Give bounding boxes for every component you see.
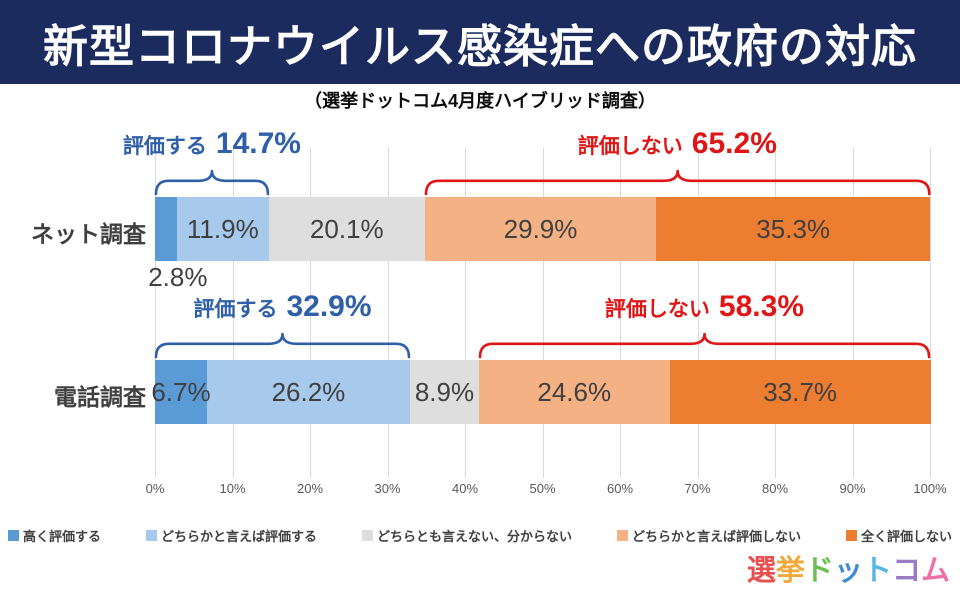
x-axis-tick-label: 60%	[606, 481, 634, 496]
legend-label: どちらとも言えない、分からない	[376, 529, 572, 544]
annotation-label: 評価する	[122, 135, 207, 158]
legend-label: 高く評価する	[23, 529, 102, 544]
gridline	[232, 148, 234, 478]
x-axis-tick-label: 80%	[761, 481, 789, 496]
bar-row: 11.9% 20.1% 29.9% 35.3%	[155, 197, 930, 261]
bar-segment: 8.9%	[409, 360, 479, 424]
chart-legend: 高く評価する どちらかと言えば評価する どちらとも言えない、分からない どちらかと言え…	[0, 526, 960, 545]
gridline	[930, 148, 931, 478]
bar-segment: 11.9%	[176, 197, 269, 261]
logo-letter: 選	[746, 555, 776, 587]
x-axis-tick-label: 20%	[296, 481, 324, 496]
gridline	[542, 148, 544, 478]
brace-blue	[154, 169, 270, 196]
gridline	[387, 148, 389, 478]
brace-red	[424, 169, 931, 196]
bar-segment: 6.7%	[151, 360, 211, 424]
x-axis-tick-label: 0%	[145, 481, 165, 496]
annotation-value: 14.7%	[215, 127, 301, 160]
legend-label: どちらかと言えば評価しない	[631, 529, 801, 544]
brace-blue	[154, 332, 411, 359]
legend-item: 全く評価しない	[845, 526, 952, 545]
data-label: 24.6%	[537, 376, 612, 407]
bar-segment: 33.7%	[669, 360, 931, 424]
logo-letter: 挙	[775, 555, 805, 587]
data-label: 8.9%	[414, 376, 475, 407]
x-axis-tick-label: 100%	[913, 481, 947, 496]
bar-segment: 20.1%	[268, 197, 425, 261]
legend-swatch-icon	[145, 530, 157, 541]
annotation-label: 評価しない	[604, 298, 710, 321]
data-label: 33.7%	[763, 376, 838, 407]
data-label-outside: 2.8%	[148, 262, 208, 292]
gridline	[310, 148, 311, 478]
annotation-label: 評価しない	[577, 135, 683, 158]
gridline	[155, 148, 156, 478]
data-label: 29.9%	[503, 213, 578, 244]
gridline	[775, 148, 776, 478]
logo-letter: ッ	[833, 555, 863, 587]
data-label: 6.7%	[151, 376, 211, 407]
x-axis-tick-label: 40%	[451, 481, 479, 496]
x-axis-tick-label: 90%	[839, 481, 866, 496]
logo-letter: コ	[891, 555, 921, 587]
legend-swatch-icon	[616, 530, 628, 541]
annotation-value: 58.3%	[718, 290, 805, 323]
category-label: 電話調査	[54, 384, 146, 410]
legend-swatch-icon	[845, 530, 857, 541]
x-axis-tick-label: 10%	[219, 481, 246, 496]
annotation-disapprove: 評価しない 58.3%	[605, 290, 804, 324]
annotation-approve: 評価する 14.7%	[123, 127, 301, 161]
chart-subtitle: （選挙ドットコム4月度ハイブリッド調査）	[304, 91, 656, 111]
legend-item: どちらかと言えば評価しない	[616, 526, 801, 545]
logo-letter: ド	[804, 555, 834, 587]
gridline	[465, 148, 466, 478]
bar-segment	[155, 197, 177, 261]
legend-label: どちらかと言えば評価する	[160, 529, 317, 544]
gridline	[852, 148, 854, 478]
bar-segment: 24.6%	[478, 360, 670, 424]
legend-item: 高く評価する	[8, 526, 101, 545]
data-label: 26.2%	[271, 376, 346, 407]
legend-item: どちらとも言えない、分からない	[361, 526, 572, 545]
x-axis-tick-label: 50%	[529, 481, 556, 496]
page-title: 新型コロナウイルス感染症への政府の対応	[42, 20, 917, 72]
x-axis-tick-label: 70%	[684, 481, 711, 496]
legend-item: どちらかと言えば評価する	[145, 526, 317, 545]
category-label: ネット調査	[31, 221, 146, 247]
data-label: 11.9%	[186, 213, 259, 244]
gridline	[697, 148, 699, 478]
senkyo-dotcom-logo: 選挙ドットコム	[747, 547, 950, 589]
annotation-value: 65.2%	[691, 127, 777, 160]
bar-segment: 26.2%	[206, 360, 410, 424]
annotation-value: 32.9%	[286, 290, 372, 323]
logo-letter: ム	[920, 555, 950, 587]
legend-label: 全く評価しない	[860, 529, 952, 544]
bar-segment: 35.3%	[656, 197, 930, 261]
title-bar: 新型コロナウイルス感染症への政府の対応	[0, 0, 960, 84]
gridline	[620, 148, 621, 478]
legend-swatch-icon	[361, 530, 373, 541]
annotation-disapprove: 評価しない 65.2%	[578, 127, 777, 161]
data-label: 35.3%	[756, 213, 831, 244]
annotation-label: 評価する	[193, 298, 278, 321]
brace-red	[478, 332, 931, 359]
x-axis-tick-label: 30%	[374, 481, 401, 496]
legend-swatch-icon	[8, 530, 19, 541]
data-label: 20.1%	[309, 213, 384, 244]
bar-row: 6.7% 26.2% 8.9% 24.6% 33.7%	[151, 360, 931, 424]
annotation-approve: 評価する 32.9%	[193, 290, 371, 324]
bar-segment: 29.9%	[424, 197, 657, 261]
logo-letter: ト	[862, 555, 892, 587]
